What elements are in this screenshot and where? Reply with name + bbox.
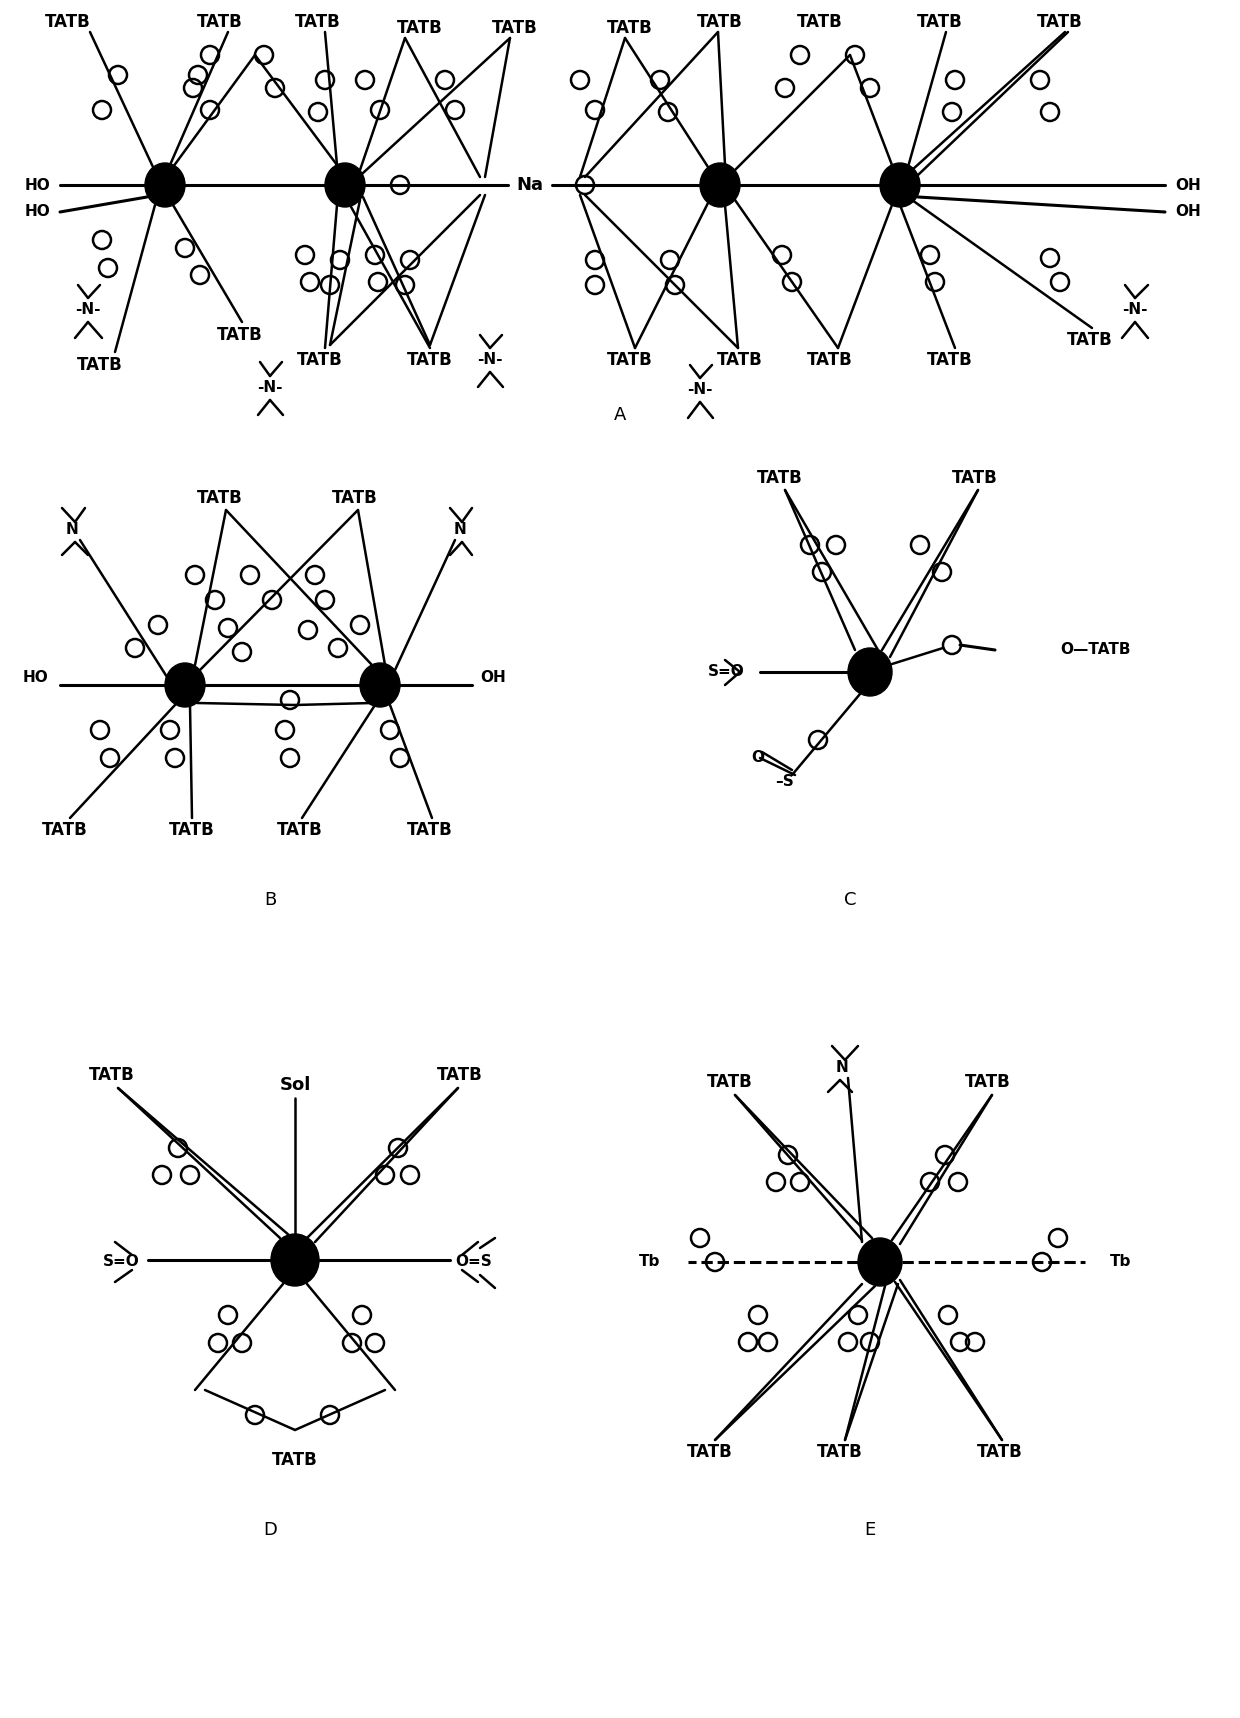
Ellipse shape: [360, 663, 401, 708]
Text: TATB: TATB: [807, 350, 853, 369]
Ellipse shape: [325, 163, 365, 206]
Text: -N-: -N-: [687, 383, 713, 397]
Text: TATB: TATB: [272, 1452, 317, 1469]
Text: O—TATB: O—TATB: [1060, 643, 1131, 658]
Text: TATB: TATB: [45, 14, 91, 31]
Text: Tb: Tb: [639, 1254, 660, 1270]
Text: TATB: TATB: [407, 350, 453, 369]
Text: E: E: [864, 1520, 875, 1539]
Text: S=O: S=O: [103, 1254, 140, 1270]
Text: -N-: -N-: [76, 302, 100, 318]
Ellipse shape: [848, 648, 892, 696]
Text: OH: OH: [1176, 177, 1200, 192]
Text: TATB: TATB: [277, 821, 322, 838]
Text: TATB: TATB: [608, 350, 653, 369]
Text: HO: HO: [25, 177, 50, 192]
Text: TATB: TATB: [1037, 14, 1083, 31]
Text: Na: Na: [517, 175, 543, 194]
Text: TATB: TATB: [298, 350, 343, 369]
Ellipse shape: [165, 663, 205, 708]
Ellipse shape: [701, 163, 740, 206]
Text: A: A: [614, 405, 626, 424]
Text: C: C: [843, 892, 857, 909]
Text: TATB: TATB: [197, 490, 243, 507]
Text: TATB: TATB: [397, 19, 443, 38]
Text: Tb: Tb: [1110, 1254, 1131, 1270]
Text: TATB: TATB: [438, 1065, 482, 1084]
Text: TATB: TATB: [608, 19, 653, 38]
Text: -N-: -N-: [257, 380, 283, 395]
Text: OH: OH: [1176, 204, 1200, 220]
Text: D: D: [263, 1520, 277, 1539]
Text: -N-: -N-: [477, 352, 502, 368]
Text: S=O: S=O: [708, 665, 745, 680]
Text: Sol: Sol: [279, 1075, 311, 1094]
Text: TATB: TATB: [77, 356, 123, 375]
Text: O=S: O=S: [455, 1254, 492, 1270]
Text: OH: OH: [480, 670, 506, 685]
Text: TATB: TATB: [42, 821, 88, 838]
Text: TATB: TATB: [89, 1065, 135, 1084]
Text: TATB: TATB: [197, 14, 243, 31]
Text: TATB: TATB: [217, 326, 263, 344]
Text: TATB: TATB: [492, 19, 538, 38]
Text: TATB: TATB: [952, 469, 998, 486]
Text: TATB: TATB: [332, 490, 378, 507]
Text: TATB: TATB: [707, 1074, 753, 1091]
Text: TATB: TATB: [169, 821, 215, 838]
Text: TATB: TATB: [918, 14, 963, 31]
Ellipse shape: [272, 1234, 319, 1287]
Text: TATB: TATB: [1068, 332, 1112, 349]
Text: TATB: TATB: [295, 14, 341, 31]
Text: B: B: [264, 892, 277, 909]
Text: TATB: TATB: [758, 469, 802, 486]
Text: TATB: TATB: [817, 1443, 863, 1460]
Text: N: N: [836, 1060, 848, 1075]
Text: TATB: TATB: [977, 1443, 1023, 1460]
Text: TATB: TATB: [697, 14, 743, 31]
Text: TATB: TATB: [797, 14, 843, 31]
Text: TATB: TATB: [928, 350, 973, 369]
Ellipse shape: [858, 1239, 901, 1287]
Text: HO: HO: [25, 204, 50, 220]
Text: -N-: -N-: [1122, 302, 1148, 318]
Text: TATB: TATB: [965, 1074, 1011, 1091]
Text: N: N: [66, 522, 78, 538]
Text: –S: –S: [776, 775, 795, 790]
Text: HO: HO: [22, 670, 48, 685]
Ellipse shape: [145, 163, 185, 206]
Ellipse shape: [880, 163, 920, 206]
Text: TATB: TATB: [687, 1443, 733, 1460]
Text: TATB: TATB: [407, 821, 453, 838]
Text: TATB: TATB: [717, 350, 763, 369]
Text: O: O: [751, 751, 765, 766]
Text: N: N: [454, 522, 466, 538]
